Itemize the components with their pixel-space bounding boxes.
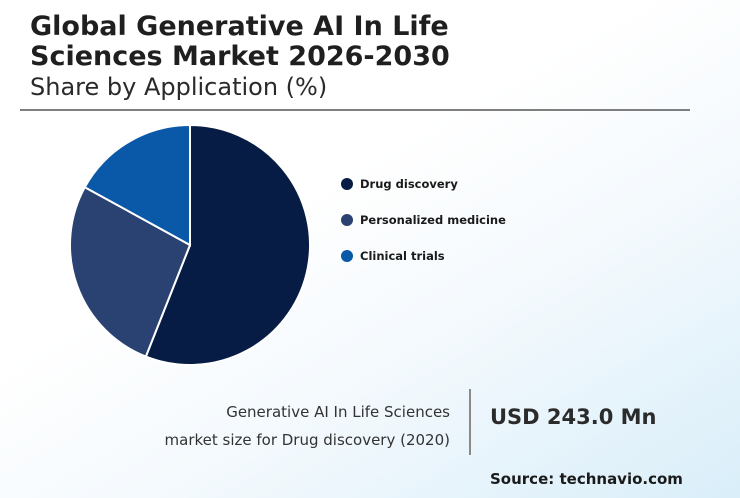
legend-item-drug-discovery: Drug discovery (341, 175, 506, 193)
pie-slice-drug-discovery (144, 123, 312, 366)
chart-legend: Drug discovery Personalized medicine Clini… (341, 175, 506, 283)
chart-title-line-1: Global Generative AI In Life (30, 11, 449, 42)
source-credit: Source: technavio.com (490, 470, 683, 488)
legend-swatch (341, 214, 353, 226)
legend-item-personalized-medicine: Personalized medicine (341, 211, 506, 229)
chart-title-line-2: Sciences Market 2026-2030 (30, 41, 450, 72)
legend-label: Drug discovery (360, 177, 458, 191)
chart-subtitle: Share by Application (%) (30, 73, 328, 101)
pie-chart (69, 123, 312, 366)
legend-label: Personalized medicine (360, 213, 506, 227)
chart-title: Global Generative AI In Life Sciences Ma… (30, 12, 450, 72)
market-size-value: USD 243.0 Mn (490, 405, 657, 429)
market-size-caption: Generative AI In Life Sciences market si… (165, 398, 450, 454)
legend-item-clinical-trials: Clinical trials (341, 247, 506, 265)
header-divider (20, 109, 690, 111)
caption-line-1: Generative AI In Life Sciences (226, 403, 450, 421)
legend-swatch (341, 250, 353, 262)
pie-slice-clinical-trials (83, 123, 191, 247)
footer-divider (469, 389, 471, 455)
legend-label: Clinical trials (360, 249, 445, 263)
caption-line-2: market size for Drug discovery (2020) (164, 431, 450, 449)
legend-swatch (341, 178, 353, 190)
